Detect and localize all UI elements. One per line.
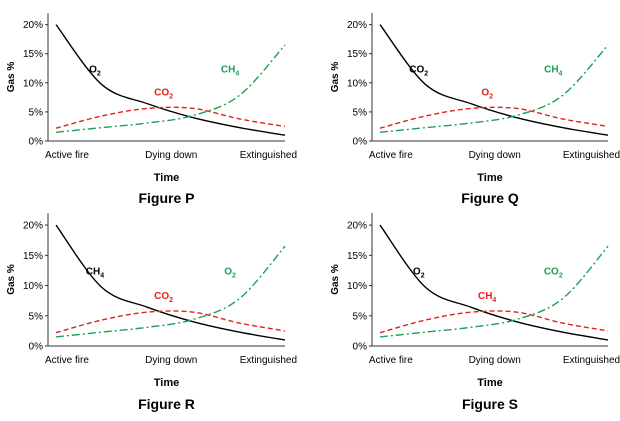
series-line-co2 (55, 310, 286, 334)
y-axis-label: Gas % (330, 264, 341, 295)
figure-caption: Figure P (138, 190, 194, 206)
chart-panel: 0% 5% 10% 15% 20% Gas % Active fire Dying down E… (6, 213, 297, 412)
y-tick-label: 5% (29, 107, 44, 118)
figure-caption: Figure R (138, 396, 195, 412)
x-tick-label: Extinguished (563, 150, 620, 161)
series-line-ch4 (379, 310, 609, 334)
series-line-co2 (55, 106, 286, 129)
chart-panel: 0% 5% 10% 15% 20% Gas % Active fire Dying down E… (330, 213, 620, 412)
series-label-ch4: CH4 (478, 291, 496, 304)
chart-panel: 0% 5% 10% 15% 20% Gas % Active fire Dying down E… (330, 13, 620, 206)
y-tick-label: 20% (347, 20, 367, 31)
series-label-ch4: CH4 (86, 267, 104, 280)
y-tick-label: 5% (353, 311, 368, 322)
series-label-co2: CO2 (409, 64, 428, 77)
series-label-ch4: CH4 (221, 64, 239, 77)
x-tick-label: Extinguished (563, 355, 620, 366)
y-tick-label: 0% (29, 137, 44, 148)
x-tick-label: Active fire (45, 355, 89, 366)
series-line-co2 (379, 24, 609, 136)
y-tick-label: 5% (353, 107, 368, 118)
y-tick-label: 0% (29, 342, 44, 353)
x-tick-label: Active fire (369, 355, 413, 366)
series-line-ch4 (379, 44, 609, 133)
y-tick-label: 15% (347, 251, 367, 262)
series-line-o2 (379, 106, 609, 129)
y-tick-label: 15% (23, 49, 43, 60)
figure-caption: Figure S (462, 396, 518, 412)
y-tick-label: 10% (347, 78, 367, 89)
y-axis-label: Gas % (6, 264, 17, 295)
x-tick-label: Extinguished (240, 355, 297, 366)
y-tick-label: 20% (347, 221, 367, 232)
y-tick-label: 0% (353, 137, 368, 148)
series-label-co2: CO2 (154, 88, 173, 101)
series-label-o2: O2 (224, 267, 236, 280)
y-axis-label: Gas % (6, 62, 17, 93)
x-tick-label: Dying down (469, 355, 521, 366)
y-axis-label: Gas % (330, 62, 341, 93)
series-label-o2: O2 (413, 267, 425, 280)
series-line-o2 (55, 245, 286, 338)
y-tick-label: 20% (23, 221, 43, 232)
x-tick-label: Active fire (369, 150, 413, 161)
series-label-o2: O2 (89, 64, 101, 77)
series-label-ch4: CH4 (544, 64, 562, 77)
figure-caption: Figure Q (461, 190, 519, 206)
x-axis-label: Time (477, 377, 502, 389)
series-label-co2: CO2 (544, 267, 563, 280)
x-tick-label: Dying down (145, 150, 197, 161)
y-tick-label: 10% (23, 78, 43, 89)
y-tick-label: 15% (347, 49, 367, 60)
series-line-co2 (379, 245, 609, 338)
x-tick-label: Extinguished (240, 150, 297, 161)
x-axis-label: Time (477, 172, 502, 184)
x-tick-label: Active fire (45, 150, 89, 161)
x-tick-label: Dying down (145, 355, 197, 366)
y-tick-label: 10% (347, 281, 367, 292)
series-line-ch4 (55, 44, 286, 133)
y-tick-label: 20% (23, 20, 43, 31)
series-line-o2 (379, 224, 609, 341)
y-tick-label: 15% (23, 251, 43, 262)
x-axis-label: Time (154, 377, 179, 389)
series-line-o2 (55, 24, 286, 136)
series-label-co2: CO2 (154, 291, 173, 304)
y-tick-label: 5% (29, 311, 44, 322)
series-line-ch4 (55, 224, 286, 341)
x-axis-label: Time (154, 172, 179, 184)
chart-panel: 0% 5% 10% 15% 20% Gas % Active fire Dying down E… (6, 13, 297, 206)
series-label-o2: O2 (481, 88, 493, 101)
y-tick-label: 0% (353, 342, 368, 353)
y-tick-label: 10% (23, 281, 43, 292)
x-tick-label: Dying down (469, 150, 521, 161)
